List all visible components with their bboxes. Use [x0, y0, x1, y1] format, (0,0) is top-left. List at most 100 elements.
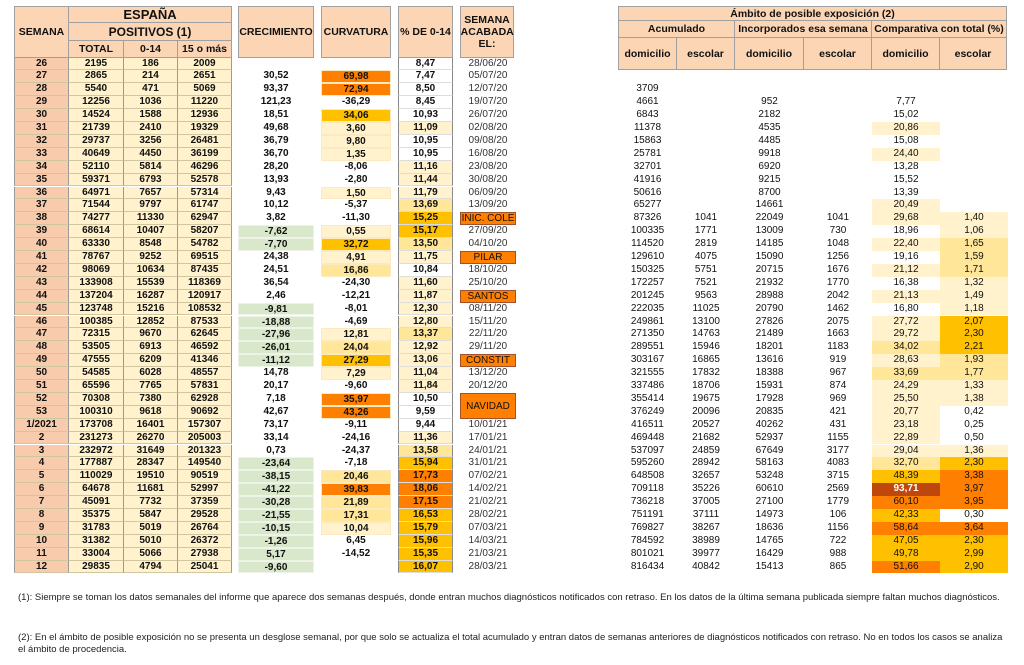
column-gap [453, 354, 460, 367]
cell-acum-escolar: 37005 [692, 496, 720, 508]
exposure-row: 595260 28942 58163 4083 32,70 2,30 [618, 457, 1008, 471]
cell-pct-0-14: 11,36 [398, 431, 453, 445]
column-gap [391, 290, 398, 303]
header-positivos: POSITIVOS (1) [68, 22, 232, 41]
cell-inc-escolar [804, 122, 872, 135]
column-gap [391, 367, 398, 380]
table-row: 45 123748 15216 108532 -9,81 -8,01 12,30 08/11/… [14, 302, 516, 316]
cell-inc-domicilio: 40262 [755, 418, 784, 430]
cell-acum-escolar: 16865 [692, 354, 720, 366]
column-gap [391, 432, 398, 445]
cell-semana: 9 [14, 521, 68, 535]
cell-comp-domicilio: 33,69 [872, 367, 940, 380]
cell-pct-0-14: 10,95 [398, 147, 453, 161]
column-gap [391, 445, 398, 458]
cell-inc-domicilio: 21932 [755, 276, 784, 288]
column-gap [453, 290, 460, 303]
cell-crecimiento: 3,82 [266, 212, 286, 224]
cell-curvatura: 24,04 [321, 341, 391, 355]
cell-0-14: 9252 [123, 251, 177, 264]
column-gap [314, 122, 321, 135]
cell-acum-escolar [677, 174, 735, 187]
cell-comp-domicilio: 93,71 [872, 483, 940, 497]
cell-15-o-mas: 26481 [177, 134, 232, 148]
cell-inc-domicilio: 16429 [755, 547, 784, 559]
table-row: 44 137204 16287 120917 2,46 -12,21 11,87 SANTOS [14, 289, 516, 303]
cell-pct-0-14: 11,09 [398, 122, 453, 135]
cell-comp-domicilio: 49,78 [872, 547, 940, 561]
cell-comp-escolar: 1,49 [940, 289, 1008, 303]
column-gap [391, 457, 398, 470]
cell-15-o-mas: 157307 [177, 418, 232, 432]
cell-comp-escolar: 1,38 [940, 392, 1008, 406]
cell-semana: 34 [14, 160, 68, 174]
cell-comp-escolar [940, 148, 1008, 161]
cell-semana: 28 [14, 83, 68, 97]
cell-acum-escolar: 19675 [692, 392, 720, 404]
cell-curvatura: -24,37 [341, 444, 371, 456]
cell-comp-domicilio: 22,89 [872, 431, 940, 445]
cell-0-14: 5010 [123, 534, 177, 548]
cell-0-14: 7657 [123, 186, 177, 200]
column-gap [453, 161, 460, 174]
column-gap [453, 380, 460, 393]
cell-total: 64678 [68, 483, 123, 497]
column-gap [453, 148, 460, 161]
cell-acum-domicilio: 537097 [630, 444, 665, 456]
cell-curvatura: 6,45 [346, 534, 366, 546]
column-gap [314, 212, 321, 225]
cell-semana-acabada: 14/03/21 [468, 534, 508, 546]
cell-crecimiento: 49,68 [263, 122, 289, 133]
column-gap [391, 496, 398, 509]
cell-semana: 45 [14, 302, 68, 316]
column-gap [391, 470, 398, 483]
column-gap [391, 509, 398, 522]
cell-crecimiento: 33,14 [263, 431, 289, 443]
table-row: 39 68614 10407 58207 -7,62 0,55 15,17 27/09/20 [14, 225, 516, 239]
column-gap [314, 561, 321, 574]
cell-0-14: 6793 [123, 173, 177, 187]
column-gap [391, 380, 398, 393]
cell-comp-escolar: 2,30 [940, 457, 1008, 471]
column-gap [453, 561, 460, 574]
cell-acum-domicilio: 303167 [630, 354, 665, 366]
exposure-row: 769827 38267 18636 1156 58,64 3,64 [618, 521, 1008, 535]
exposure-row: 15863 4485 15,08 [618, 135, 1008, 148]
column-gap [314, 496, 321, 509]
cell-semana-acabada: 26/07/20 [468, 109, 508, 121]
cell-curvatura: -4,69 [344, 315, 368, 327]
cell-curvatura: -5,37 [344, 199, 368, 211]
cell-inc-domicilio: 28988 [755, 289, 784, 301]
cell-acum-escolar: 18706 [692, 380, 720, 391]
cell-semana-acabada: 08/11/20 [468, 302, 508, 314]
cell-curvatura: -36,29 [341, 96, 371, 108]
cell-total: 68614 [68, 225, 123, 239]
cell-curvatura: 32,72 [321, 238, 391, 251]
cell-semana: 51 [14, 380, 68, 393]
cell-total: 35375 [68, 509, 123, 522]
cell-inc-escolar: 988 [829, 547, 847, 559]
exposure-row: 249861 13100 27826 2075 27,72 2,07 [618, 315, 1008, 329]
cell-total: 5540 [68, 83, 123, 97]
cell-15-o-mas: 149540 [177, 457, 232, 471]
cell-pct-0-14: 12,92 [398, 341, 453, 355]
cell-pct-0-14: 13,50 [398, 238, 453, 251]
cell-comp-domicilio: 16,80 [893, 302, 919, 314]
footnote-2: (2): En el ámbito de posible exposición … [18, 632, 1003, 655]
cell-0-14: 1036 [123, 96, 177, 110]
column-gap [314, 470, 321, 483]
column-gap [391, 251, 398, 264]
column-gap [314, 303, 321, 316]
cell-total: 45091 [68, 496, 123, 509]
cell-15-o-mas: 90692 [177, 405, 232, 419]
column-gap [314, 457, 321, 470]
column-gap [453, 277, 460, 290]
cell-semana: 44 [14, 289, 68, 303]
column-gap [453, 199, 460, 212]
cell-curvatura [321, 561, 391, 574]
cell-comp-domicilio: 29,04 [872, 444, 940, 458]
column-gap [453, 212, 460, 225]
column-gap [314, 290, 321, 303]
cell-comp-escolar [940, 109, 1008, 122]
